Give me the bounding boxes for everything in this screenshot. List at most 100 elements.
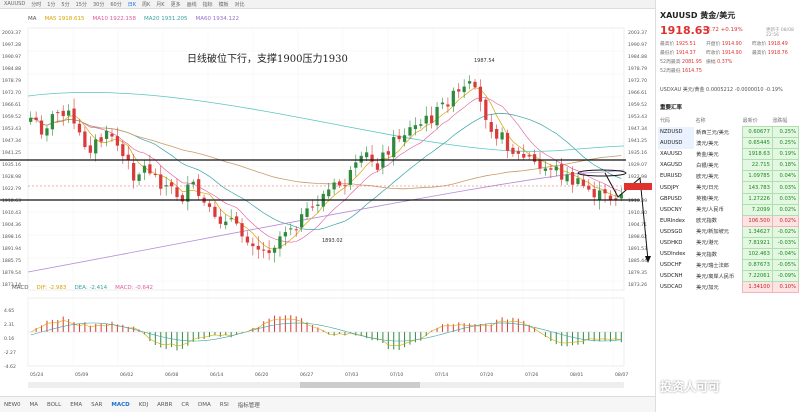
- candlestick-chart[interactable]: 2003.37 1997.28 1990.97 1984.88 1978.79 1972.…: [0, 10, 655, 396]
- toolbar-item[interactable]: 15分: [75, 1, 87, 8]
- watchlist-row[interactable]: USDJPY 美元/日元 143.783 0.03%: [658, 181, 800, 194]
- macd-bar: [322, 330, 324, 332]
- right-axis-tick: 1929.07: [628, 162, 647, 168]
- watchlist-row[interactable]: XAGUSD 白银/美元 22.715 0.18%: [658, 159, 800, 172]
- toolbar-item[interactable]: 分时: [31, 1, 42, 8]
- candle: [153, 168, 157, 178]
- watchlist-row[interactable]: USDCAD 美元/加元 1.34100 0.10%: [658, 281, 800, 294]
- watchlist-row[interactable]: EURUSD 欧元/美元 1.09785 0.04%: [658, 170, 800, 183]
- indicator-tab[interactable]: MA: [29, 401, 39, 408]
- macd-bar: [588, 332, 590, 341]
- indicator-tab[interactable]: RSI: [219, 401, 229, 408]
- legend-entry: MACD: [12, 285, 29, 291]
- toolbar-item[interactable]: 指标: [202, 1, 213, 8]
- toolbar-item[interactable]: 对比: [234, 1, 245, 8]
- watchlist-row[interactable]: GBPUSD 英镑/美元 1.27226 0.03%: [658, 192, 800, 205]
- macd-bar: [301, 318, 303, 332]
- candle: [61, 105, 65, 126]
- indicator-tab[interactable]: SAR: [91, 401, 103, 408]
- toolbar-item[interactable]: XAUUSD: [4, 1, 26, 7]
- candle: [457, 83, 461, 99]
- candle: [576, 173, 580, 187]
- toolbar-item[interactable]: 30分: [92, 1, 105, 8]
- watchlist-row[interactable]: USDCNY 美元/人民币 7.2099 0.02%: [658, 203, 800, 216]
- macd-bar: [485, 323, 487, 332]
- low-label: 1893.02: [322, 238, 343, 244]
- indicator-tab[interactable]: ARBR: [157, 401, 173, 408]
- watchlist-row[interactable]: USDIndex 美元指数 102.463 -0.04%: [658, 248, 800, 261]
- date-tick: 07/14: [435, 372, 448, 378]
- macd-bar: [436, 327, 438, 332]
- watchlist-row[interactable]: USDCHF 美元/瑞士法郎 0.87673 -0.05%: [658, 259, 800, 272]
- macd-axis-tick: -2.27: [4, 350, 16, 356]
- macd-bar: [366, 332, 368, 339]
- indicator-tab[interactable]: DMA: [198, 401, 211, 408]
- candle: [516, 147, 520, 160]
- candles: [29, 75, 623, 263]
- watchlist-cell: 欧元/美元: [696, 173, 719, 180]
- watchlist-row[interactable]: XAUUSD 黄金/美元 1918.63 0.19%: [658, 148, 800, 161]
- watchlist-cell: 0.02%: [771, 214, 800, 227]
- watchlist-row[interactable]: USDHKD 美元/港元 7.81921 -0.03%: [658, 236, 800, 250]
- candle: [397, 129, 401, 143]
- candle: [424, 106, 428, 132]
- watchlist-cell: 0.03%: [771, 181, 800, 194]
- left-axis-tick: 1918.63: [2, 198, 21, 204]
- indicator-tab[interactable]: MACD: [111, 401, 130, 408]
- toolbar-item[interactable]: 周K: [142, 1, 151, 8]
- toolbar-item[interactable]: 更多: [170, 1, 181, 8]
- watchlist-cell: 0.03%: [771, 192, 800, 205]
- candle: [72, 98, 76, 130]
- indicator-tab[interactable]: NEW0: [4, 401, 21, 408]
- macd-bar: [517, 318, 519, 332]
- watchlist-table: NZDUSD 新西兰元/美元 0.60677 0.25% AUDUSD 澳元/美元 0.65…: [658, 125, 800, 294]
- toolbar-item[interactable]: 模板: [218, 1, 229, 8]
- candle: [110, 129, 114, 143]
- watchlist-column-header[interactable]: 涨跌幅: [772, 118, 788, 124]
- stat-item: 52周最低 1614.75: [660, 69, 702, 74]
- macd-bar: [214, 332, 216, 336]
- watchlist-row[interactable]: USDCNH 美元/离岸人民币 7.22061 -0.09%: [658, 270, 800, 283]
- watchlist-column-header[interactable]: 名称: [695, 118, 706, 124]
- right-axis-tick: 1959.52: [628, 102, 647, 108]
- toolbar-item[interactable]: 60分: [110, 1, 122, 8]
- legend-entry: MA20 1931.205: [144, 16, 188, 22]
- watchlist-row[interactable]: NZDUSD 新西兰元/美元 0.60677 0.25%: [658, 125, 800, 139]
- watchlist-column-header[interactable]: 代码: [660, 118, 671, 124]
- watchlist-cell: 0.25%: [771, 125, 800, 139]
- toolbar-item[interactable]: 1分: [47, 1, 56, 8]
- toolbar-item[interactable]: 月K: [156, 1, 165, 8]
- candle: [245, 231, 250, 246]
- indicator-tab[interactable]: EMA: [70, 401, 83, 408]
- right-axis-tick: 1984.88: [628, 54, 647, 60]
- candle: [272, 245, 277, 263]
- macd-bar: [317, 327, 319, 332]
- ma-line: [30, 97, 622, 243]
- indicator-tab[interactable]: KDJ: [138, 401, 149, 408]
- watchlist-header: 代码 名称 最新价 涨跌幅: [660, 117, 798, 124]
- watchlist-row[interactable]: EURIndex 欧元指数 106.500 0.02%: [658, 214, 800, 227]
- candle: [489, 113, 493, 139]
- watchlist-row[interactable]: AUDUSD 澳元/美元 0.65445 0.25%: [658, 137, 800, 150]
- macd-bar: [160, 332, 162, 348]
- indicator-tab[interactable]: CR: [181, 401, 190, 408]
- indicator-tab[interactable]: 指标管理: [237, 402, 260, 409]
- watchlist-column-header[interactable]: 最新价: [742, 118, 758, 124]
- candle: [50, 110, 55, 136]
- candle: [440, 97, 445, 110]
- watchlist-cell: 0.02%: [771, 203, 800, 216]
- macd-bar: [257, 327, 259, 332]
- macd-bar: [501, 317, 503, 332]
- candle: [104, 125, 109, 147]
- ma-line: [30, 117, 622, 190]
- toolbar-item[interactable]: 日K: [127, 1, 136, 8]
- watchlist-row[interactable]: USDSGD 美元/新加坡元 1.34627 -0.02%: [658, 225, 800, 238]
- inverse-quote: USDXAU 美元/黄金 0.0005212 -0.0000010 -0.19%: [660, 87, 783, 93]
- indicator-tab[interactable]: BOLL: [47, 401, 62, 408]
- right-axis-tick: 1972.70: [628, 78, 647, 84]
- watchlist-cell: 0.04%: [771, 170, 800, 183]
- candle: [310, 199, 315, 212]
- candle: [305, 202, 309, 220]
- toolbar-item[interactable]: 5分: [61, 1, 70, 8]
- toolbar-item[interactable]: 画线: [186, 1, 197, 8]
